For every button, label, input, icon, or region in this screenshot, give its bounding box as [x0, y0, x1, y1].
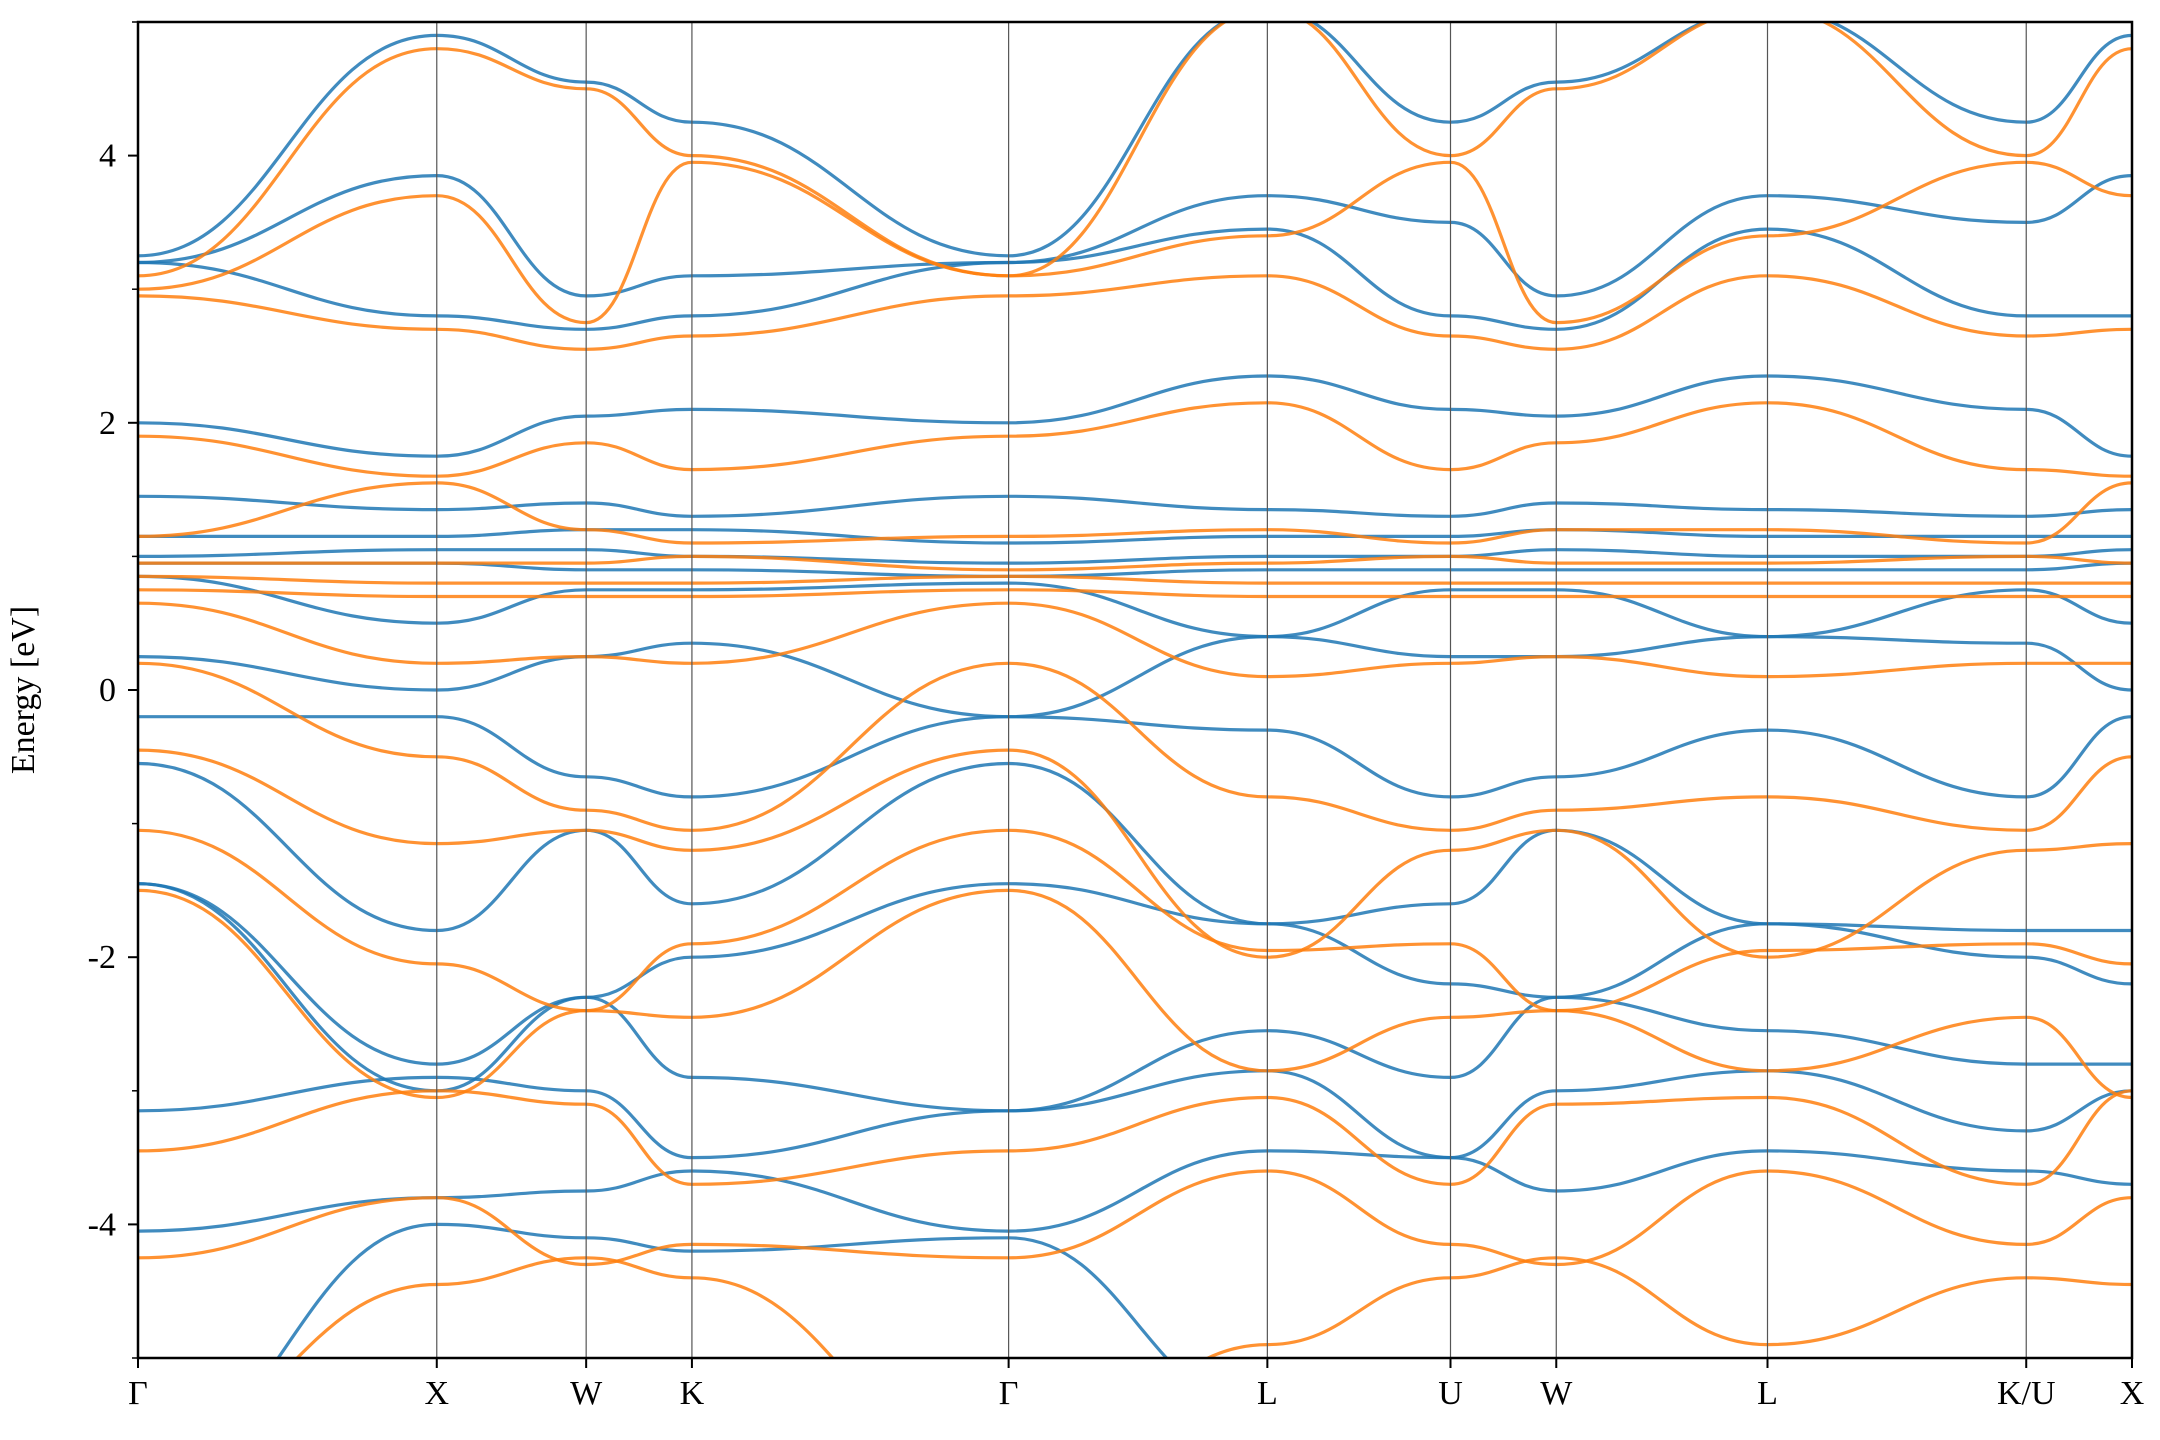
- k-point-lines: [436, 22, 2027, 1358]
- band-line-series-1-band-6: [138, 761, 2132, 933]
- band-line-series-2-band-12: [138, 481, 2132, 545]
- band-line-series-2-band-8: [138, 601, 2132, 679]
- x-tick-label: L: [1257, 1375, 1278, 1412]
- band-line-series-1-band-14: [138, 374, 2132, 458]
- y-axis: -4 -2 0 2 4: [88, 21, 138, 1359]
- y-tick-label: 0: [99, 672, 116, 709]
- band-line-series-1-band-3: [138, 1069, 2132, 1160]
- y-tick-label: -2: [88, 939, 116, 976]
- band-line-series-1-band-12: [138, 528, 2132, 545]
- band-line-series-1-band-16: [138, 174, 2132, 298]
- x-tick-label: X: [424, 1375, 449, 1412]
- x-tick-label: K: [680, 1375, 705, 1412]
- y-tick-label: 4: [99, 138, 116, 175]
- band-line-series-2-band-13: [138, 401, 2132, 478]
- band-line-series-1-band-9: [138, 574, 2132, 639]
- band-line-series-1-band-4: [138, 882, 2132, 1113]
- x-tick-label: W: [570, 1375, 603, 1412]
- y-axis-label: Energy [eV]: [5, 606, 42, 774]
- y-tick-label: 2: [99, 405, 116, 442]
- x-tick-label: K/U: [1997, 1375, 2056, 1412]
- x-tick-label: X: [2120, 1375, 2145, 1412]
- y-tick-label: -4: [88, 1206, 116, 1243]
- band-line-series-1-band-10: [138, 561, 2132, 578]
- band-line-series-2-band-6: [138, 748, 2132, 959]
- band-line-series-2-band-1: [295, 1256, 2132, 1358]
- x-tick-label: U: [1438, 1375, 1463, 1412]
- band-line-series-2-band-5: [138, 828, 2132, 1013]
- band-line-series-2-band-11: [138, 554, 2132, 572]
- band-line-series-2-band-14: [138, 274, 2132, 351]
- band-line-series-2-band-9: [138, 588, 2132, 599]
- band-line-series-1-band-2: [138, 1149, 2132, 1233]
- x-tick-label: L: [1757, 1375, 1778, 1412]
- x-tick-label: Γ: [128, 1375, 148, 1412]
- band-line-series-2-band-10: [138, 574, 2132, 585]
- band-line-series-1-band-8: [138, 635, 2132, 719]
- band-line-series-1-band-11: [138, 548, 2132, 565]
- band-line-series-1-band-7: [138, 715, 2132, 799]
- band-line-series-2-band-15: [138, 160, 2132, 325]
- band-line-series-2-band-3: [138, 1089, 2132, 1186]
- x-axis: Γ X W K Γ L U W L K/U X: [128, 1358, 2144, 1412]
- band-line-series-1-band-15: [138, 227, 2132, 331]
- x-tick-label: Γ: [999, 1375, 1019, 1412]
- bands-layer: [138, 22, 2132, 1358]
- band-line-series-2-band-7: [138, 661, 2132, 832]
- band-line-series-1-band-1: [276, 1222, 1169, 1358]
- band-line-series-2-band-16: [138, 22, 2132, 278]
- band-line-series-2-band-2: [138, 1169, 2132, 1267]
- band-line-series-2-band-4: [138, 888, 2132, 1100]
- x-tick-label: W: [1540, 1375, 1573, 1412]
